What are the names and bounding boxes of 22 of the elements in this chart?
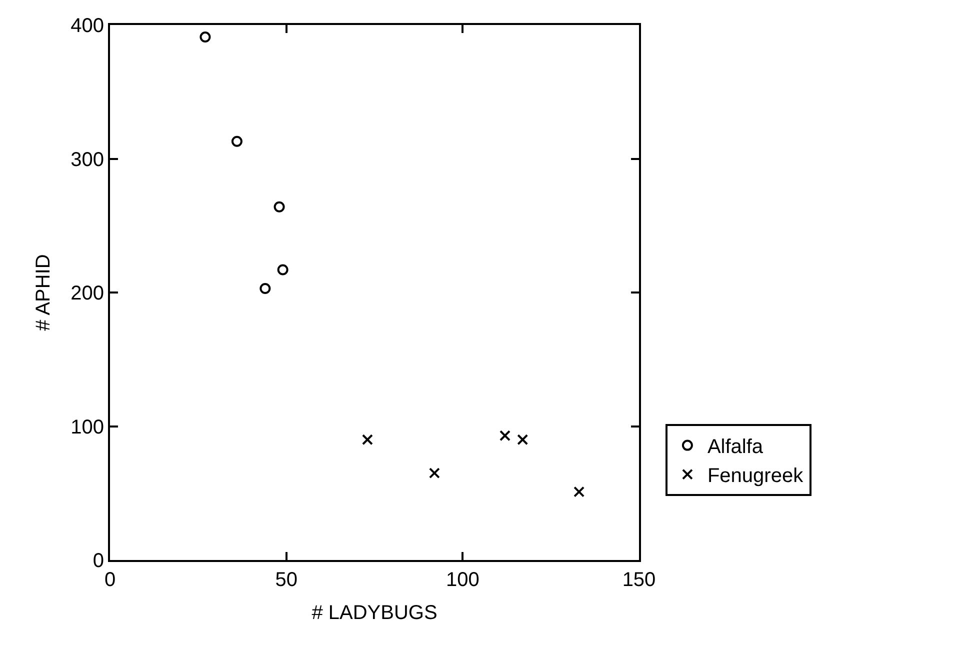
point <box>260 282 271 294</box>
point <box>574 486 585 498</box>
point <box>200 32 211 43</box>
y-axis-title: # APHID <box>32 254 55 331</box>
x-axis-title: # LADYBUGS <box>312 602 438 624</box>
y-tick-label: 0 <box>92 550 104 572</box>
point <box>428 468 440 479</box>
x-tick-label: 50 <box>275 569 298 591</box>
legend-label: Fenugreek <box>707 465 804 488</box>
point <box>362 434 373 446</box>
point <box>274 201 285 212</box>
point <box>499 430 510 442</box>
y-tick-label: 400 <box>70 15 104 37</box>
x-tick-label: 150 <box>622 569 656 591</box>
x-tick-label: 100 <box>446 569 480 591</box>
point <box>231 136 242 147</box>
point <box>517 434 528 446</box>
legend-label: Alfalfa <box>707 436 764 458</box>
y-tick-label: 100 <box>70 416 104 438</box>
y-tick-label: 200 <box>70 282 104 304</box>
point <box>277 264 288 276</box>
y-tick-label: 300 <box>70 148 104 171</box>
